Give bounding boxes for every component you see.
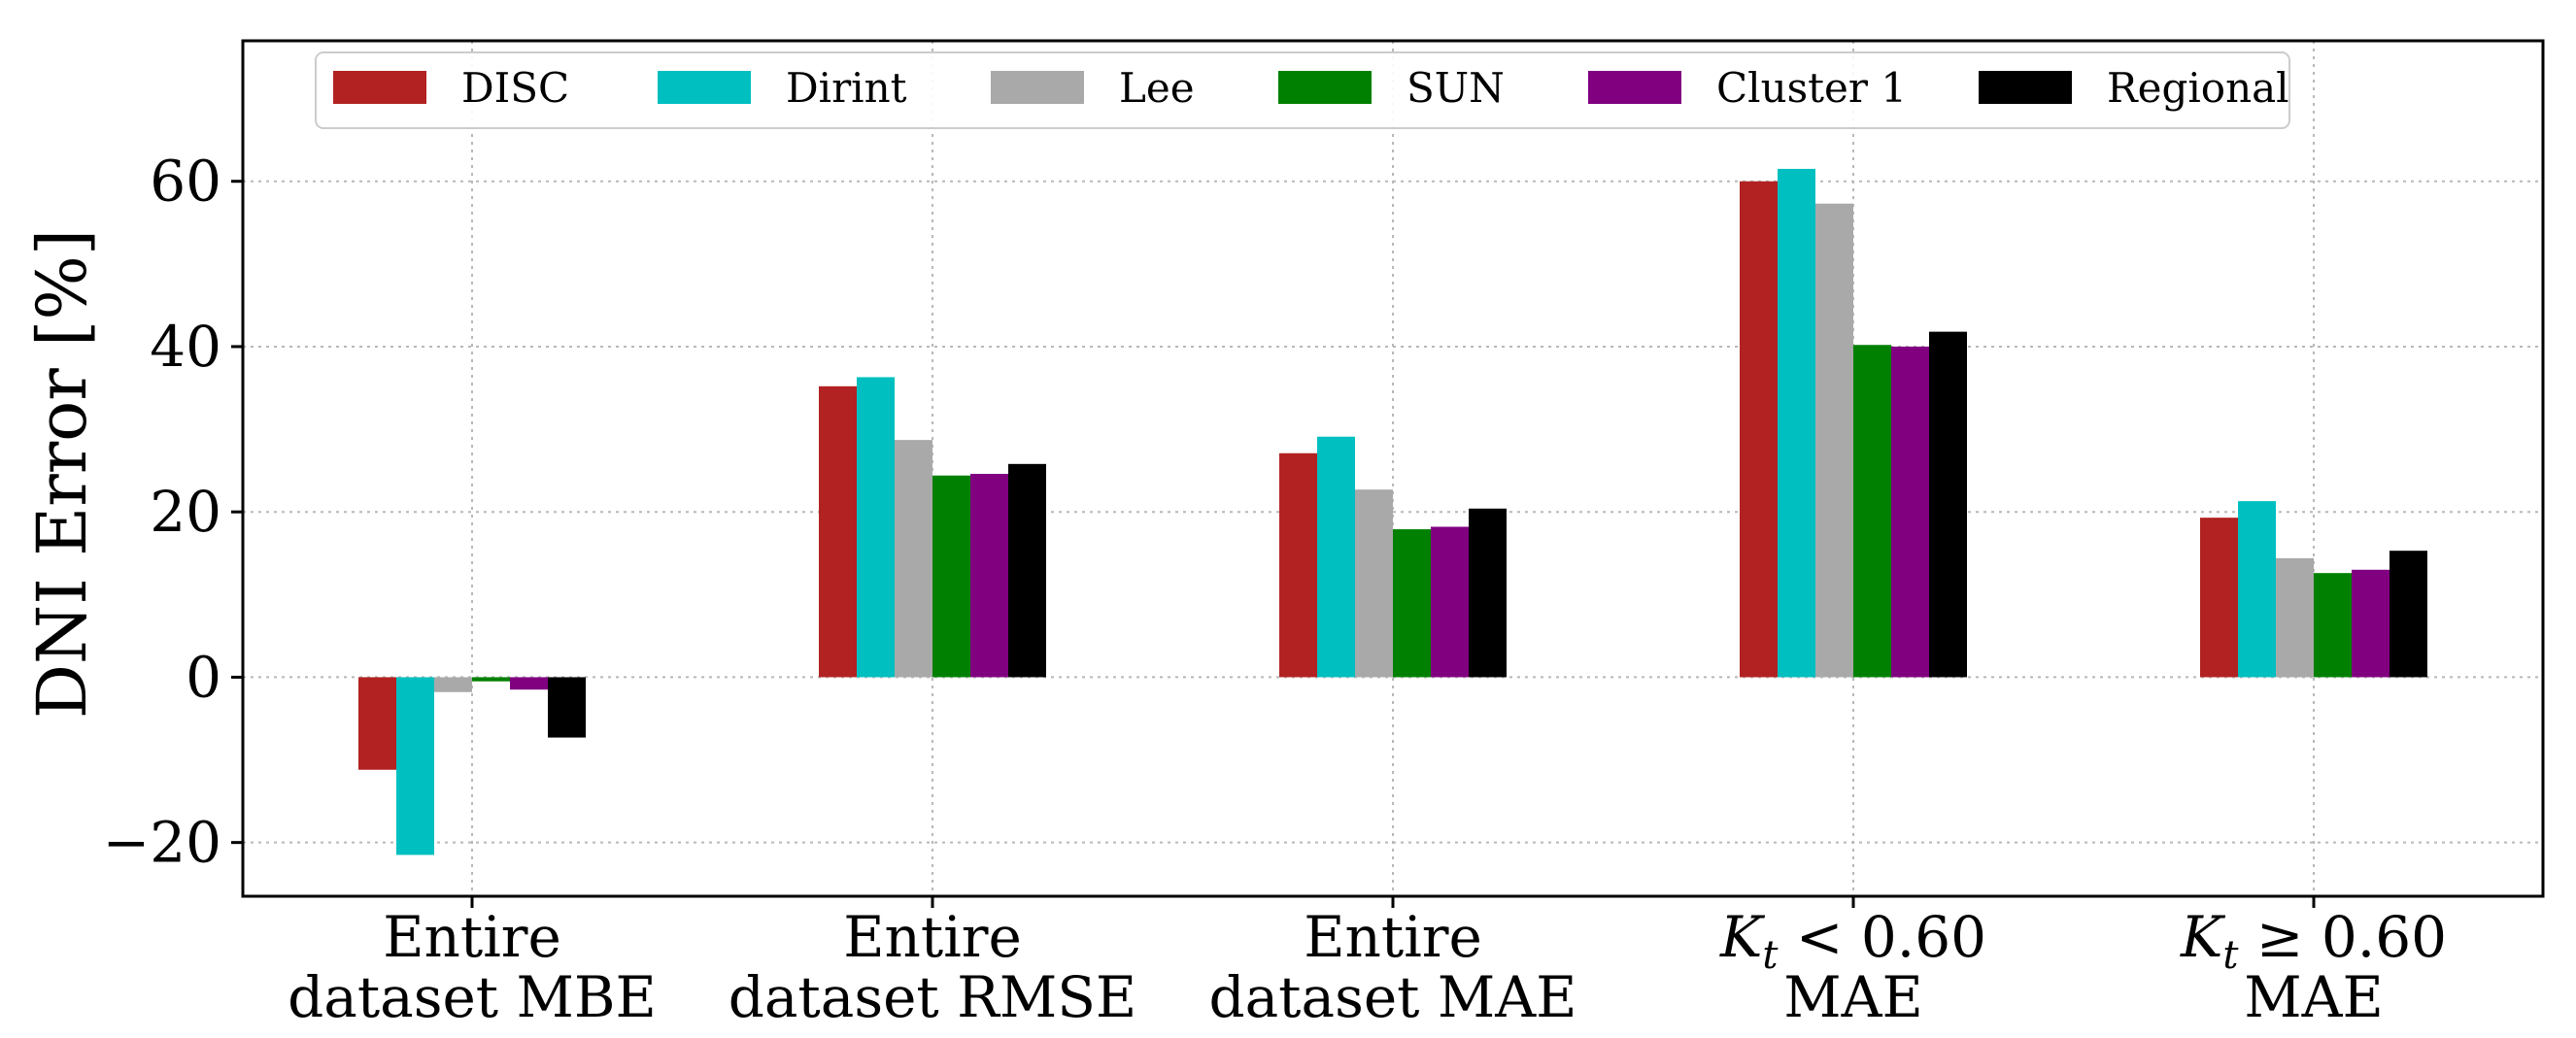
x-tick-label: dataset MBE	[288, 964, 657, 1030]
x-tick-label: Entire	[1304, 904, 1482, 970]
bar	[857, 377, 895, 678]
bar	[2276, 557, 2314, 678]
bar	[358, 677, 396, 770]
y-axis-ticks: −20 0 20 40 60	[103, 149, 243, 876]
bar	[1853, 345, 1891, 678]
y-axis-label: DNI Error [%]	[22, 229, 102, 719]
bar	[1815, 203, 1853, 678]
legend-swatch	[1588, 71, 1681, 104]
bar	[472, 677, 510, 682]
bar	[1393, 529, 1431, 678]
bar	[1740, 181, 1778, 678]
bar	[819, 385, 857, 678]
x-tick-label: dataset RMSE	[729, 964, 1137, 1030]
legend-label: Regional	[2107, 64, 2289, 112]
legend-label: SUN	[1407, 64, 1505, 112]
bar	[895, 440, 932, 678]
y-tick-label: 40	[150, 314, 221, 380]
x-tick-label: Kt ≥ 0.60	[2180, 904, 2447, 978]
x-tick-label: dataset MAE	[1208, 964, 1576, 1030]
bar	[1891, 346, 1929, 678]
y-tick-label: 60	[150, 149, 221, 215]
bar	[2352, 569, 2390, 678]
legend-swatch	[991, 71, 1084, 104]
legend-swatch	[333, 71, 426, 104]
x-tick-label: Kt < 0.60	[1719, 904, 1986, 978]
legend-label: Dirint	[786, 64, 907, 112]
grid-lines	[243, 41, 2543, 896]
bar	[970, 474, 1008, 678]
y-tick-label: −20	[103, 810, 221, 876]
bar	[2390, 551, 2427, 678]
bar	[1317, 436, 1355, 678]
legend-swatch	[658, 71, 751, 104]
bars	[358, 168, 2427, 855]
legend-label: Lee	[1119, 64, 1195, 112]
legend: DISC Dirint Lee SUN Cluster 1 Regional	[315, 51, 2290, 129]
x-tick-label: MAE	[2244, 964, 2384, 1030]
bar	[1279, 452, 1317, 678]
bar	[1431, 526, 1469, 678]
bar	[396, 677, 434, 855]
legend-label: Cluster 1	[1716, 64, 1907, 112]
x-tick-label: Entire	[843, 904, 1022, 970]
y-tick-label: 0	[186, 644, 221, 710]
bar	[1929, 331, 1967, 678]
bar	[1469, 508, 1507, 678]
x-tick-label: Entire	[383, 904, 561, 970]
bar	[1008, 463, 1046, 678]
bar	[2238, 501, 2276, 678]
bar	[510, 677, 548, 690]
bar	[1778, 168, 1815, 678]
bar	[548, 677, 586, 738]
bar	[2314, 573, 2352, 678]
bar	[1355, 489, 1393, 678]
y-tick-label: 20	[150, 479, 221, 545]
bar	[434, 677, 472, 692]
bar	[2200, 518, 2238, 678]
legend-swatch	[1278, 71, 1372, 104]
legend-label: DISC	[461, 64, 569, 112]
x-tick-label: MAE	[1783, 964, 1923, 1030]
bar	[932, 475, 970, 678]
legend-swatch	[1979, 71, 2072, 104]
